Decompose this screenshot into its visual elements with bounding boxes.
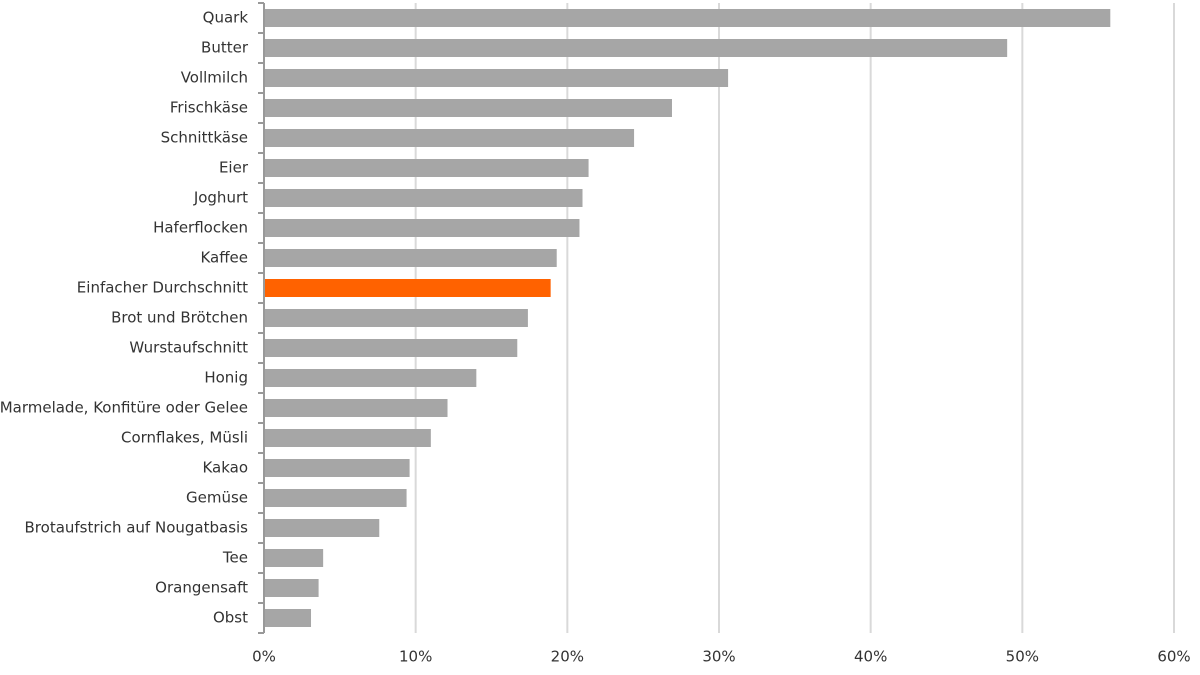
y-tick-label: Brot und Brötchen <box>111 309 248 327</box>
bar <box>264 9 1111 27</box>
bar <box>264 249 557 267</box>
y-tick-label: Einfacher Durchschnitt <box>77 279 248 297</box>
y-tick-label: Cornflakes, Müsli <box>121 429 248 447</box>
x-tick-label: 0% <box>252 648 276 666</box>
bar <box>264 459 410 477</box>
bar <box>264 219 580 237</box>
y-tick-label: Brotaufstrich auf Nougatbasis <box>25 519 249 537</box>
y-tick-label: Kakao <box>202 459 248 477</box>
bar <box>264 489 407 507</box>
bar <box>264 609 312 627</box>
y-tick-label: Marmelade, Konfitüre oder Gelee <box>0 399 248 417</box>
bar <box>264 579 319 597</box>
y-tick-label: Eier <box>219 159 249 177</box>
x-tick-label: 10% <box>399 648 432 666</box>
x-tick-label: 30% <box>702 648 735 666</box>
x-tick-label: 20% <box>551 648 584 666</box>
y-tick-label: Tee <box>222 549 248 567</box>
x-tick-label: 40% <box>854 648 887 666</box>
bar <box>264 519 380 537</box>
bar <box>264 159 589 177</box>
bar <box>264 39 1008 57</box>
y-tick-label: Kaffee <box>200 249 248 267</box>
y-tick-label: Frischkäse <box>170 99 248 117</box>
y-tick-label: Wurstaufschnitt <box>129 339 248 357</box>
x-tick-label: 50% <box>1006 648 1039 666</box>
y-tick-label: Haferflocken <box>153 219 248 237</box>
y-tick-label: Butter <box>201 39 249 57</box>
y-tick-label: Obst <box>213 609 248 627</box>
y-tick-label: Schnittkäse <box>161 129 248 147</box>
bar <box>264 399 448 417</box>
bar <box>264 129 635 147</box>
x-tick-label: 60% <box>1157 648 1190 666</box>
bar <box>264 339 518 357</box>
bar <box>264 189 583 207</box>
y-tick-label: Quark <box>203 9 249 27</box>
y-tick-label: Honig <box>204 369 248 387</box>
bar <box>264 429 431 447</box>
y-tick-label: Gemüse <box>186 489 248 507</box>
bar <box>264 549 324 567</box>
bar <box>264 279 551 297</box>
y-tick-label: Joghurt <box>193 189 248 207</box>
y-tick-label: Orangensaft <box>155 579 248 597</box>
y-tick-label: Vollmilch <box>181 69 248 87</box>
bar <box>264 369 477 387</box>
bar <box>264 309 528 327</box>
bar <box>264 99 672 117</box>
bar <box>264 69 729 87</box>
